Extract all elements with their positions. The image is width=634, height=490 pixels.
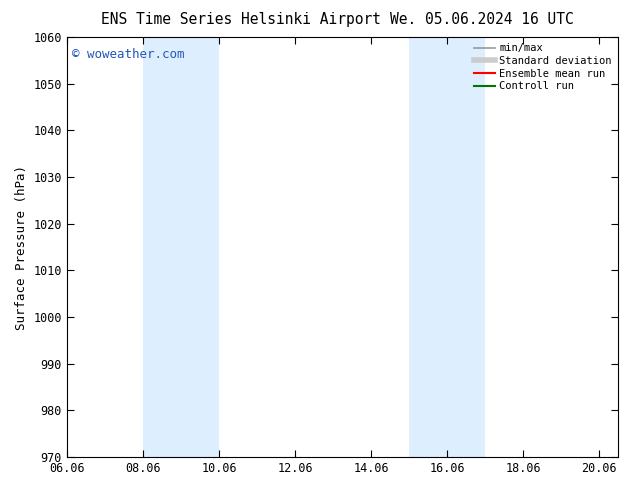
Bar — [409, 37, 485, 457]
Text: ENS Time Series Helsinki Airport: ENS Time Series Helsinki Airport — [101, 12, 381, 27]
Text: We. 05.06.2024 16 UTC: We. 05.06.2024 16 UTC — [390, 12, 574, 27]
Legend: min/max, Standard deviation, Ensemble mean run, Controll run: min/max, Standard deviation, Ensemble me… — [470, 39, 616, 96]
Text: © woweather.com: © woweather.com — [72, 48, 185, 61]
Bar — [143, 37, 219, 457]
Y-axis label: Surface Pressure (hPa): Surface Pressure (hPa) — [15, 165, 28, 330]
